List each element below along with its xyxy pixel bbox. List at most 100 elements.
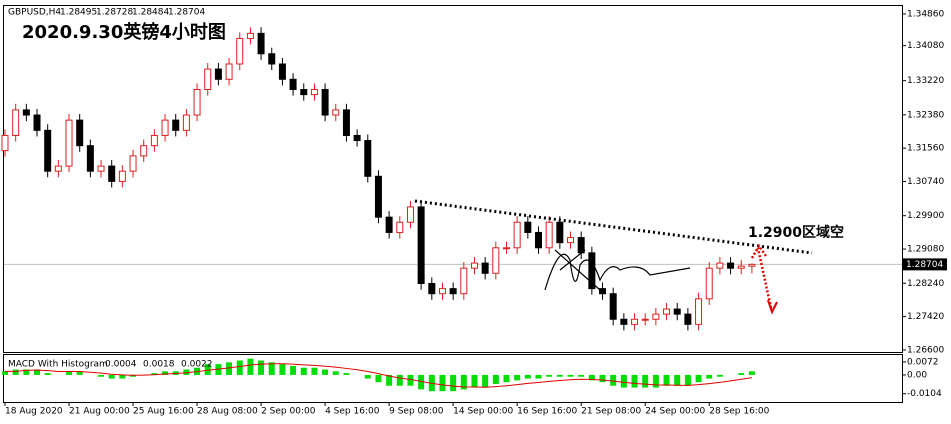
candle-body (641, 318, 649, 321)
candle-body (76, 119, 84, 147)
y-tick-label: 1.29900 (907, 211, 944, 221)
macd-tick-label: -0.0104 (907, 389, 942, 399)
macd-bar (183, 369, 190, 375)
macd-bar (535, 374, 542, 379)
candle-body (140, 145, 148, 157)
chart-title: 2020.9.30英镑4小时图 (22, 21, 226, 43)
candle-body (374, 175, 382, 218)
candle-body (310, 88, 318, 96)
candle-body (663, 308, 671, 315)
candle-body (44, 129, 52, 172)
macd-bar (642, 374, 649, 388)
macd-bar (492, 374, 499, 384)
macd-bar (204, 364, 211, 375)
header-value: 1.28495 (60, 8, 97, 18)
macd-bar (546, 374, 553, 377)
macd-bar (482, 374, 489, 388)
macd-bar (98, 374, 105, 377)
x-tick-label: 2 Sep 00:00 (261, 407, 316, 417)
macd-value: 0.0018 (143, 360, 175, 370)
candle-body (332, 109, 340, 116)
macd-bar (364, 374, 371, 379)
macd-bar (268, 362, 275, 375)
macd-bar (684, 374, 691, 386)
candle-body (236, 37, 244, 65)
x-tick-label: 25 Aug 16:00 (133, 407, 194, 417)
macd-bar (716, 374, 723, 377)
y-tick-label: 1.28240 (907, 279, 944, 289)
macd-bar (450, 374, 457, 392)
candle-body (385, 216, 393, 233)
macd-bar (652, 374, 659, 388)
macd-bar (738, 373, 745, 375)
candle-body (748, 263, 756, 267)
candle-body (438, 288, 446, 295)
candle-body (470, 262, 478, 269)
candle-body (54, 165, 62, 172)
current-price-box (903, 258, 947, 271)
candle-body (108, 165, 116, 182)
candle-body (524, 221, 532, 233)
macd-bar (439, 374, 446, 392)
candle-body (342, 109, 350, 136)
macd-bar (108, 374, 115, 379)
annotation: 1.2900区域空 (748, 224, 844, 241)
plot-layer: 1.34860 1.34080 1.33220 1.32380 1.31560 1.307… (1, 9, 947, 417)
x-tick-label: 18 Aug 2020 (5, 407, 63, 417)
macd-bar (748, 371, 755, 375)
candle-body (12, 109, 20, 136)
candle-body (214, 68, 222, 80)
macd-bar (2, 371, 8, 375)
arrow-head (767, 299, 778, 315)
macd-bar (620, 374, 627, 388)
candle-body (588, 252, 596, 290)
candle-body (502, 247, 510, 250)
candle-body (257, 32, 265, 55)
x-tick-label: 24 Sep 00:00 (645, 407, 705, 417)
macd-bar (674, 374, 681, 386)
candle-body (1, 134, 9, 152)
macd-bar (236, 360, 243, 375)
candle-body (513, 221, 521, 249)
y-tick-label: 1.29080 (907, 245, 944, 255)
macd-bar (343, 373, 350, 375)
main-panel (3, 5, 903, 353)
macd-value: 0.0022 (181, 360, 213, 370)
macd-bar (556, 374, 563, 377)
candle-body (150, 134, 158, 147)
candle-body (652, 313, 660, 320)
candle-body (396, 221, 404, 233)
macd-bar (599, 374, 606, 383)
x-tick-label: 4 Sep 16:00 (325, 407, 380, 417)
macd-bar (396, 374, 403, 386)
macd-bar (290, 365, 297, 375)
candle-body (278, 63, 286, 80)
macd-bar (322, 369, 329, 375)
y-tick-label: 1.32380 (907, 110, 944, 120)
candle-body (268, 53, 276, 65)
macd-values: 0.0004 0.0018 0.0022 (105, 360, 213, 370)
x-tick-label: 28 Aug 08:00 (197, 407, 258, 417)
header-value: 1.28484 (132, 8, 169, 18)
trend-line (414, 199, 813, 255)
candle-body (182, 114, 190, 131)
y-tick-label: 1.34860 (907, 9, 944, 19)
macd-bar (567, 374, 574, 377)
candle-body (33, 114, 41, 131)
macd-bar (503, 374, 510, 383)
candle-body (695, 298, 703, 325)
x-tick-label: 16 Sep 16:00 (517, 407, 577, 417)
candle-body (225, 63, 233, 80)
y-tick-label: 1.27420 (907, 312, 944, 322)
candle-body (321, 88, 329, 116)
candle-body (129, 155, 137, 172)
y-tick-label: 1.33220 (907, 76, 944, 86)
x-tick-label: 21 Sep 08:00 (581, 407, 641, 417)
macd-line (5, 363, 752, 388)
candle-body (161, 119, 169, 136)
candle-body (684, 313, 692, 325)
red-arrow (750, 243, 773, 309)
candle-body (705, 267, 713, 300)
